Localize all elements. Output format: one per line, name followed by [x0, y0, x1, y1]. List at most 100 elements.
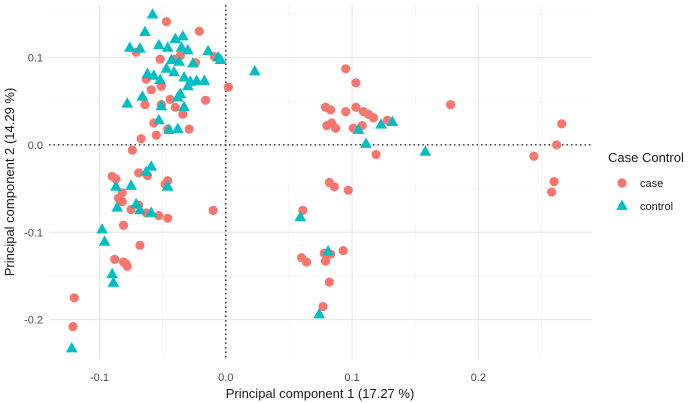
- case-point: [127, 145, 137, 155]
- y-axis-ticks: -0.2 -0.1 0.0 0.1: [24, 52, 43, 326]
- control-point: [121, 97, 134, 108]
- case-point: [326, 105, 336, 115]
- case-point: [329, 182, 339, 192]
- case-point: [151, 130, 161, 140]
- control-point: [419, 145, 432, 156]
- case-point: [351, 102, 361, 112]
- case-point: [557, 119, 567, 129]
- case-point: [165, 94, 175, 104]
- control-point: [375, 118, 387, 129]
- control-point: [139, 25, 151, 36]
- case-point: [118, 220, 129, 230]
- case-point: [223, 82, 233, 92]
- control-point: [106, 267, 118, 279]
- y-tick-label: -0.1: [24, 227, 43, 239]
- data-points: [65, 8, 567, 353]
- case-point: [302, 257, 312, 267]
- case-point: [111, 174, 121, 184]
- control-point: [175, 41, 188, 52]
- control-point: [178, 100, 190, 112]
- plot-panel: [49, 5, 592, 359]
- x-tick-label: 0.1: [344, 372, 359, 384]
- case-point: [320, 256, 331, 266]
- case-point: [134, 168, 144, 178]
- legend: Case Control case control: [608, 150, 684, 213]
- case-point: [170, 102, 180, 112]
- case-point: [178, 109, 188, 119]
- legend-key-case: [617, 178, 627, 188]
- control-point: [198, 74, 211, 85]
- control-point: [147, 69, 160, 80]
- control-point: [352, 123, 365, 134]
- case-point: [546, 187, 557, 197]
- case-point: [549, 176, 559, 187]
- case-point: [155, 54, 165, 64]
- case-point: [68, 322, 78, 332]
- case-point: [154, 211, 164, 221]
- x-tick-label: 0.2: [471, 372, 486, 384]
- control-point: [214, 53, 227, 64]
- control-point: [145, 206, 158, 217]
- case-point: [368, 113, 379, 123]
- control-point: [146, 8, 159, 19]
- control-point: [322, 244, 334, 256]
- control-point: [182, 79, 194, 91]
- control-point: [154, 73, 166, 85]
- x-axis-ticks: -0.1 0.0 0.1 0.2: [90, 372, 486, 384]
- y-tick-label: 0.1: [28, 52, 43, 64]
- case-point: [351, 78, 361, 88]
- control-point: [182, 43, 194, 55]
- case-point: [552, 140, 562, 150]
- control-point: [134, 203, 146, 215]
- control-point: [171, 122, 184, 134]
- control-point: [125, 179, 137, 190]
- y-tick-label: 0.0: [28, 140, 43, 152]
- case-point: [146, 85, 156, 95]
- control-point: [178, 71, 190, 82]
- x-tick-label: -0.1: [90, 372, 109, 384]
- control-point: [187, 57, 199, 68]
- control-point: [313, 307, 326, 319]
- control-point: [145, 160, 158, 171]
- case-point: [200, 95, 211, 105]
- control-point: [136, 90, 149, 101]
- legend-key-control: [616, 199, 628, 210]
- case-point: [163, 213, 173, 223]
- control-point: [111, 201, 124, 212]
- y-tick-label: -0.2: [24, 315, 43, 327]
- case-point: [110, 254, 120, 264]
- case-point: [341, 107, 351, 117]
- control-point: [134, 42, 146, 53]
- x-axis-title: Principal component 1 (17.27 %): [226, 386, 415, 401]
- control-point: [107, 276, 120, 287]
- control-point: [110, 180, 122, 191]
- control-point: [153, 38, 165, 50]
- case-point: [136, 134, 146, 144]
- legend-label-case: case: [640, 178, 663, 190]
- case-point: [208, 205, 218, 216]
- control-point: [173, 55, 185, 66]
- case-point: [529, 151, 539, 161]
- control-point: [161, 41, 174, 52]
- control-point: [98, 235, 111, 246]
- reference-lines: [49, 5, 592, 359]
- legend-label-control: control: [640, 201, 673, 213]
- y-axis-title: Principal component 2 (14.29 %): [2, 88, 17, 277]
- control-point: [169, 32, 182, 43]
- case-point: [194, 26, 204, 36]
- control-point: [202, 44, 214, 56]
- control-point: [65, 342, 78, 353]
- case-point: [341, 64, 351, 74]
- legend-title: Case Control: [608, 150, 684, 165]
- control-point: [171, 91, 184, 102]
- case-point: [343, 185, 353, 195]
- legend-keys: [616, 178, 628, 210]
- case-point: [161, 17, 172, 27]
- control-point: [161, 180, 174, 191]
- control-point: [165, 53, 178, 64]
- control-point: [163, 123, 175, 134]
- case-point: [140, 100, 150, 110]
- x-tick-label: 0.0: [218, 372, 233, 384]
- control-point: [96, 223, 108, 234]
